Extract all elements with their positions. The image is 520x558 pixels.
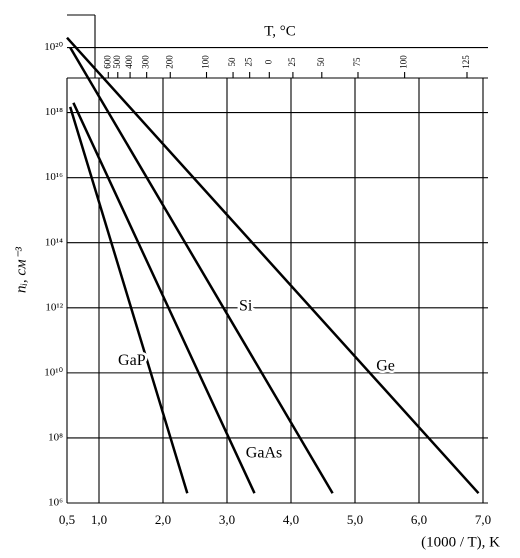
top-tick-label: 300 bbox=[141, 55, 151, 69]
y-tick-label: 10¹⁸ bbox=[45, 106, 63, 118]
y-tick-label: 10¹² bbox=[45, 301, 63, 313]
top-tick-label: 50 bbox=[227, 57, 237, 67]
x-tick-label: 3,0 bbox=[219, 512, 235, 527]
y-tick-label: 10⁶ bbox=[48, 497, 63, 509]
series-line bbox=[69, 106, 189, 494]
series-label: Si bbox=[239, 298, 253, 315]
top-tick-label: 0 bbox=[263, 59, 273, 64]
series-label: Ge bbox=[376, 357, 395, 374]
x-tick-label: 2,0 bbox=[155, 512, 171, 527]
y-tick-label: 10¹⁰ bbox=[44, 366, 63, 378]
top-tick-label: 50 bbox=[316, 57, 326, 67]
x-axis-label: (1000 / T), K bbox=[421, 534, 500, 550]
top-tick-label: 25 bbox=[244, 57, 254, 67]
x-tick-label: 1,0 bbox=[91, 512, 107, 527]
series-line bbox=[66, 36, 480, 495]
x-tick-label: 4,0 bbox=[283, 512, 299, 527]
x-tick-label: 6,0 bbox=[411, 512, 427, 527]
y-axis-label: nᵢ, см⁻³ bbox=[13, 246, 29, 293]
top-tick-label: 500 bbox=[112, 55, 122, 69]
top-tick-label: 100 bbox=[399, 55, 409, 69]
x-tick-label: 0,5 bbox=[59, 512, 75, 527]
y-tick-label: 10⁸ bbox=[48, 431, 63, 443]
x-tick-label: 7,0 bbox=[475, 512, 491, 527]
top-tick-label: 400 bbox=[124, 55, 134, 69]
series-label: GaAs bbox=[246, 445, 282, 462]
y-tick-label: 10¹⁶ bbox=[45, 171, 63, 183]
y-tick-label: 10¹⁴ bbox=[45, 236, 63, 248]
x-tick-label: 5,0 bbox=[347, 512, 363, 527]
top-tick-label: 600 bbox=[102, 55, 112, 69]
top-axis-label: T, °C bbox=[264, 23, 296, 39]
top-tick-label: 100 bbox=[201, 55, 211, 69]
top-tick-label: 200 bbox=[164, 55, 174, 69]
top-tick-label: 25 bbox=[287, 57, 297, 67]
series-line bbox=[72, 102, 256, 494]
series-line bbox=[69, 46, 334, 494]
y-tick-label: 10²⁰ bbox=[44, 41, 63, 53]
top-tick-label: 75 bbox=[352, 57, 362, 67]
series-label: GaP bbox=[118, 352, 146, 369]
top-tick-label: 125 bbox=[461, 55, 471, 69]
